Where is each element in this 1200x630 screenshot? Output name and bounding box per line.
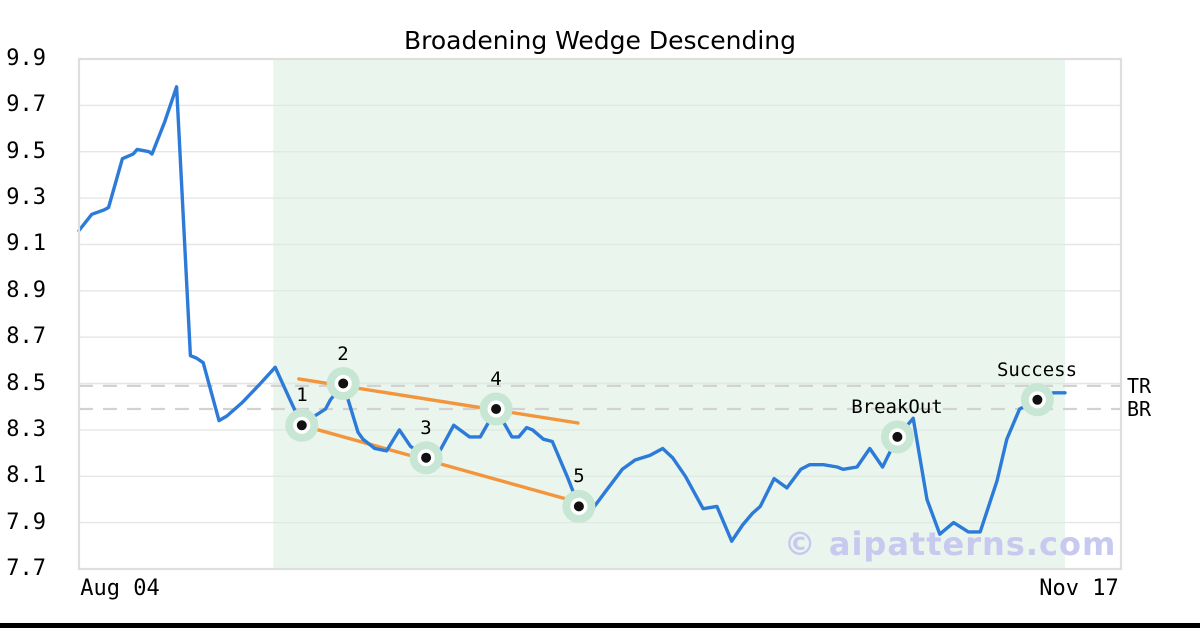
pattern-region-shade <box>273 59 1065 569</box>
y-tick-label: 9.1 <box>6 231 46 256</box>
pattern-marker-3 <box>409 441 443 475</box>
pattern-marker-1 <box>285 408 319 442</box>
y-tick-label: 7.7 <box>6 556 46 581</box>
pattern-label-2: 2 <box>337 343 349 365</box>
pattern-marker-5 <box>562 489 596 523</box>
pattern-label-Success: Success <box>996 359 1078 381</box>
price-line <box>77 85 1067 543</box>
pattern-marker-Success <box>1020 383 1054 417</box>
pattern-label-1: 1 <box>296 384 308 406</box>
pattern-label-5: 5 <box>573 465 585 487</box>
lower-wedge-line <box>300 423 587 506</box>
x-tick-label: Nov 17 <box>1039 576 1119 601</box>
chart-title: Broadening Wedge Descending <box>403 26 797 55</box>
y-tick-label: 8.7 <box>6 324 46 349</box>
y-tick-label: 9.3 <box>6 185 46 210</box>
footer-bar <box>0 623 1200 628</box>
level-label-BR: BR <box>1127 397 1152 421</box>
y-tick-label: 8.9 <box>6 278 46 303</box>
y-tick-label: 8.5 <box>6 371 46 396</box>
pattern-marker-2 <box>326 367 360 400</box>
y-tick-label: 7.9 <box>6 510 46 535</box>
pattern-marker-4 <box>479 392 513 426</box>
y-tick-label: 9.7 <box>6 92 46 117</box>
plot-border <box>77 57 1123 571</box>
watermark: © aipatterns.com <box>783 525 1117 563</box>
y-tick-label: 9.9 <box>6 46 46 71</box>
pattern-marker-BreakOut <box>880 420 914 454</box>
y-tick-label: 9.5 <box>6 139 46 164</box>
y-tick-label: 8.3 <box>6 417 46 442</box>
pattern-label-3: 3 <box>420 417 432 439</box>
pattern-label-4: 4 <box>490 368 502 390</box>
x-tick-label: Aug 04 <box>80 576 160 601</box>
level-label-TR: TR <box>1127 374 1152 398</box>
pattern-label-BreakOut: BreakOut <box>851 396 943 418</box>
y-tick-label: 8.1 <box>6 463 46 488</box>
